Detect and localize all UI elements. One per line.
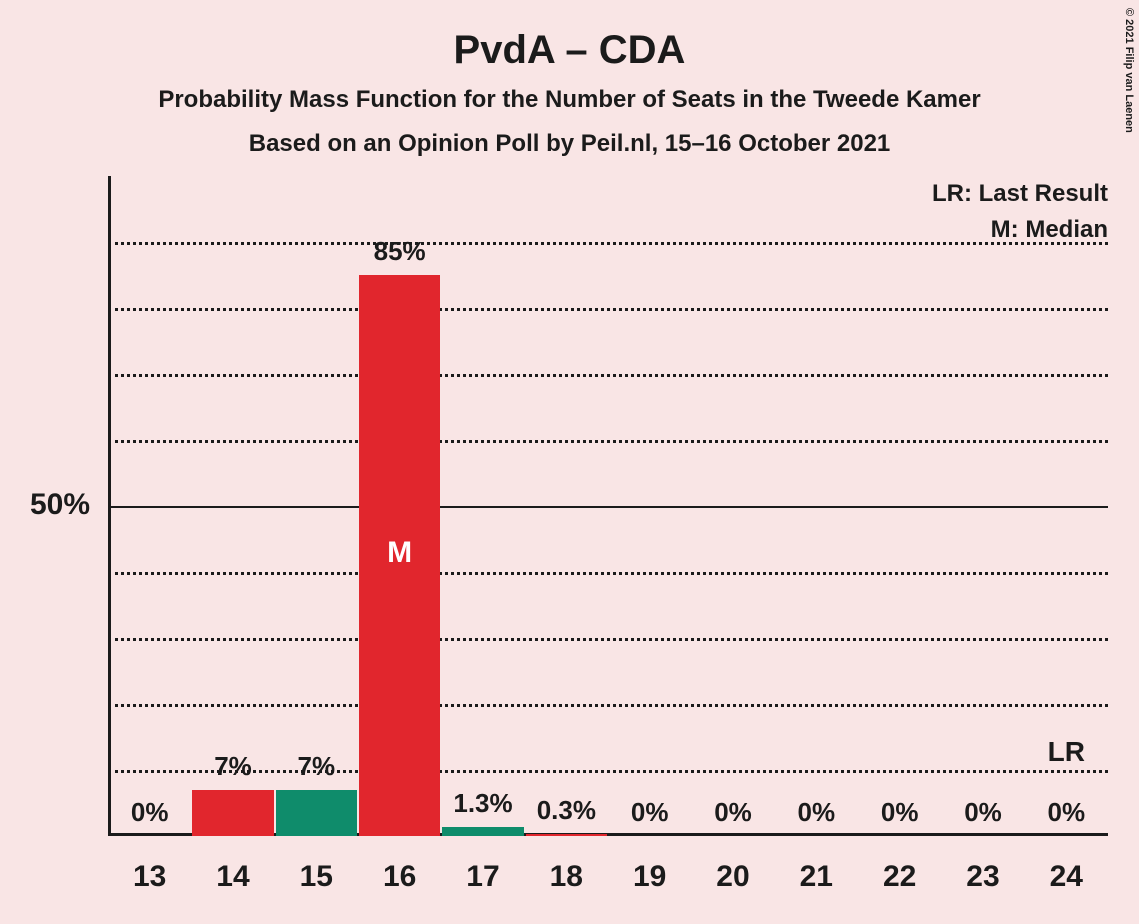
bar (526, 834, 608, 836)
x-tick-label: 20 (691, 860, 774, 894)
x-tick-label: 23 (941, 860, 1024, 894)
x-tick-label: 17 (441, 860, 524, 894)
y-axis-label-50: 50% (0, 488, 90, 522)
plot-area: 0%7%7%85%M1.3%0.3%0%0%0%0%0%0%LR (108, 176, 1108, 836)
bar-value-label: 7% (275, 751, 358, 782)
gridline (108, 572, 1108, 575)
x-tick-label: 18 (525, 860, 608, 894)
x-tick-label: 21 (775, 860, 858, 894)
bar-value-label: 0.3% (525, 795, 608, 826)
bar-value-label: 0% (691, 797, 774, 828)
bar-value-label: 7% (191, 751, 274, 782)
gridline (108, 374, 1108, 377)
bar-value-label: 0% (1025, 797, 1108, 828)
bar-value-label: 0% (608, 797, 691, 828)
bar (276, 790, 358, 836)
gridline (108, 440, 1108, 443)
copyright-text: © 2021 Filip van Laenen (1123, 8, 1135, 133)
bar-value-label: 0% (858, 797, 941, 828)
x-tick-label: 19 (608, 860, 691, 894)
bar-value-label: 1.3% (441, 788, 524, 819)
chart-title: PvdA – CDA (0, 28, 1139, 73)
bar-value-label: 85% (358, 236, 441, 267)
bar (192, 790, 274, 836)
x-tick-label: 16 (358, 860, 441, 894)
gridline (108, 638, 1108, 641)
gridline (108, 704, 1108, 707)
x-tick-label: 13 (108, 860, 191, 894)
gridline (108, 242, 1108, 245)
last-result-mark: LR (1025, 736, 1108, 768)
chart-subtitle-2: Based on an Opinion Poll by Peil.nl, 15–… (0, 130, 1139, 158)
x-tick-label: 15 (275, 860, 358, 894)
x-tick-label: 14 (191, 860, 274, 894)
bar-value-label: 0% (108, 797, 191, 828)
bar-value-label: 0% (941, 797, 1024, 828)
bar (442, 827, 524, 836)
median-mark: M (359, 536, 441, 570)
x-tick-label: 22 (858, 860, 941, 894)
x-tick-label: 24 (1025, 860, 1108, 894)
gridline-major (108, 506, 1108, 508)
gridline (108, 308, 1108, 311)
chart-subtitle-1: Probability Mass Function for the Number… (0, 86, 1139, 114)
bar-value-label: 0% (775, 797, 858, 828)
